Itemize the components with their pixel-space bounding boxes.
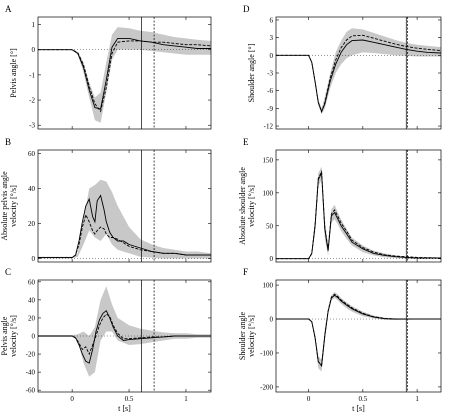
panel-a: -3 -2 -1 0 1 A Pelvis angle [°] (5, 4, 212, 130)
y-tick-label: 6 (270, 16, 274, 24)
plot-area (38, 17, 211, 129)
y-tick-label: 50 (266, 222, 274, 230)
x-tick-label: 1 (415, 395, 419, 403)
y-axis-label: Absolute pelvis angle (0, 171, 9, 241)
panel-f: -200 -100 0 100 0 0.5 1 F Shoulder angle velocity… (238, 267, 442, 413)
y-tick-label: -100 (260, 349, 273, 357)
y-tick-label: 20 (28, 314, 36, 322)
y-tick-label: -60 (26, 387, 36, 395)
solid-mean-line (38, 37, 211, 110)
sd-band (276, 28, 441, 115)
y-tick-label: 0 (32, 255, 36, 263)
y-tick-label: -3 (267, 70, 273, 78)
y-axis-label: velocity [°/s] (247, 315, 256, 357)
y-tick-label: 0 (32, 333, 36, 341)
y-tick-label: 3 (270, 34, 274, 42)
panel-letter: C (5, 267, 11, 277)
y-tick-label: 60 (28, 150, 36, 158)
axes-frame (275, 149, 442, 263)
y-axis-label: Shoulder angle [°] (247, 43, 256, 102)
plot-area (276, 150, 441, 262)
x-axis-label: t [s] (352, 404, 365, 413)
y-tick-label: 20 (28, 220, 36, 228)
sd-band (38, 179, 211, 259)
panel-letter: D (243, 4, 250, 14)
sd-band (276, 291, 441, 372)
y-tick-label: 0 (270, 255, 274, 263)
sd-band (276, 166, 441, 259)
panel-letter: F (243, 267, 248, 277)
y-tick-label: -1 (29, 71, 35, 79)
x-tick-label: 0 (70, 395, 74, 403)
y-axis-label: Absolute shoulder angle (238, 167, 247, 245)
dashed-mean-line (276, 293, 441, 366)
panel-letter: B (5, 137, 11, 147)
axes-frame (37, 149, 212, 263)
y-tick-label: -12 (264, 123, 274, 131)
x-tick-label: 1 (184, 395, 188, 403)
panel-letter: A (5, 4, 12, 14)
x-tick-label: 0.5 (358, 395, 367, 403)
plot-area (38, 150, 211, 262)
sd-band (38, 27, 211, 123)
sd-band (38, 286, 211, 377)
panel-e: 0 50 100 150 E Absolute shoulder angle velocit… (238, 137, 442, 263)
y-axis-label: Pelvis angle [°] (9, 48, 18, 98)
y-tick-label: 100 (263, 189, 274, 197)
dashed-mean-line (38, 213, 211, 259)
axes-frame (37, 16, 212, 130)
panel-b: 0 20 40 60 B Absolute pelvis angle velocity [°… (0, 137, 212, 263)
y-tick-label: -40 (26, 369, 36, 377)
y-tick-label: 60 (28, 278, 36, 286)
axes-frame (275, 279, 442, 393)
panel-c: -60 -40 -20 0 20 40 60 0 0.5 1 C Pelvis angle veloci… (0, 267, 212, 413)
y-axis-label: velocity [°/s] (247, 185, 256, 227)
y-tick-label: -20 (26, 351, 36, 359)
y-axis-label: Shoulder angle (238, 311, 247, 360)
solid-mean-line (276, 171, 441, 260)
y-tick-label: 40 (28, 296, 36, 304)
x-tick-label: 0 (307, 395, 311, 403)
panel-d: -12 -9 -6 -3 0 3 6 D Shoulder angle [°] (243, 4, 442, 131)
dashed-mean-line (38, 313, 211, 356)
x-tick-label: 0.5 (125, 395, 134, 403)
y-axis-label: velocity [°/s] (9, 185, 18, 227)
dashed-mean-line (276, 169, 441, 260)
y-tick-label: -3 (29, 122, 35, 130)
dashed-mean-line (276, 34, 441, 114)
y-tick-label: -6 (267, 87, 273, 95)
plot-area (38, 280, 211, 392)
panel-letter: E (243, 137, 249, 147)
plot-area (276, 17, 441, 129)
y-tick-label: 0 (32, 46, 36, 54)
plot-area (276, 280, 441, 392)
y-axis-label: velocity [°/s] (9, 315, 18, 357)
y-tick-label: -2 (29, 97, 35, 105)
y-tick-label: 40 (28, 185, 36, 193)
y-axis-label: Pelvis angle (0, 316, 9, 355)
solid-mean-line (276, 294, 441, 368)
y-tick-label: 150 (263, 156, 274, 164)
y-tick-label: 1 (32, 21, 36, 29)
y-tick-label: -9 (267, 105, 273, 113)
x-axis-label: t [s] (118, 404, 131, 413)
y-tick-label: 0 (270, 52, 274, 60)
dashed-mean-line (38, 40, 211, 113)
y-tick-label: -200 (260, 383, 273, 391)
y-tick-label: 100 (263, 282, 274, 290)
y-tick-label: 0 (270, 316, 274, 324)
